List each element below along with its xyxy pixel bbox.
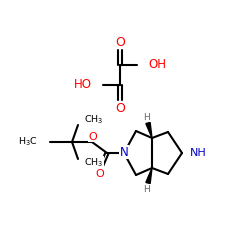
Text: H$_3$C: H$_3$C bbox=[18, 136, 38, 148]
Text: O: O bbox=[96, 169, 104, 179]
Text: O: O bbox=[88, 132, 98, 142]
Text: CH$_3$: CH$_3$ bbox=[84, 157, 103, 169]
Text: CH$_3$: CH$_3$ bbox=[84, 114, 103, 126]
Text: NH: NH bbox=[190, 148, 207, 158]
Text: O: O bbox=[115, 36, 125, 49]
Text: N: N bbox=[120, 146, 128, 158]
Text: OH: OH bbox=[148, 58, 166, 71]
Text: O: O bbox=[115, 102, 125, 114]
Text: H: H bbox=[144, 184, 150, 194]
Text: H: H bbox=[144, 112, 150, 122]
Polygon shape bbox=[146, 122, 152, 138]
Text: HO: HO bbox=[74, 78, 92, 92]
Polygon shape bbox=[146, 168, 152, 184]
